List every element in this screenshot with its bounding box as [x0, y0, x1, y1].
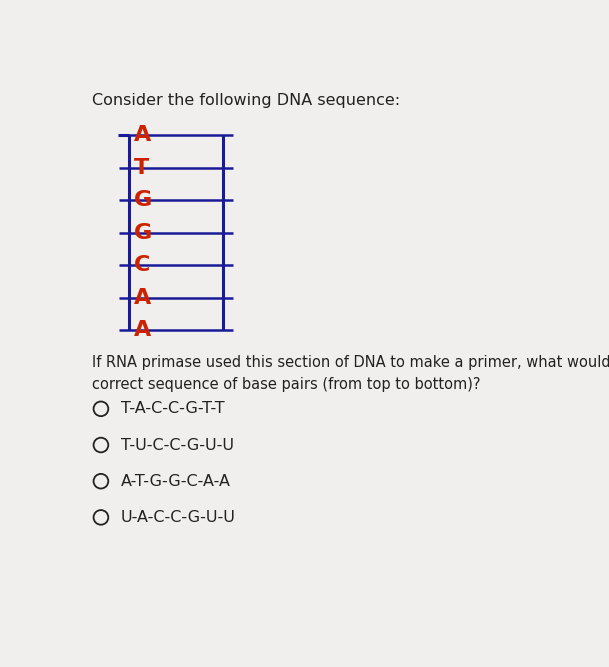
- Text: Consider the following DNA sequence:: Consider the following DNA sequence:: [91, 93, 400, 108]
- Text: T: T: [133, 158, 149, 178]
- Text: U-A-C-C-G-U-U: U-A-C-C-G-U-U: [121, 510, 236, 525]
- Text: A: A: [133, 288, 150, 308]
- Text: C: C: [133, 255, 150, 275]
- Text: G: G: [133, 223, 152, 243]
- Text: A: A: [133, 125, 150, 145]
- Text: If RNA primase used this section of DNA to make a primer, what would be the
corr: If RNA primase used this section of DNA …: [91, 355, 609, 392]
- Text: A: A: [133, 320, 150, 340]
- Text: G: G: [133, 190, 152, 210]
- Text: T-U-C-C-G-U-U: T-U-C-C-G-U-U: [121, 438, 234, 452]
- Text: A-T-G-G-C-A-A: A-T-G-G-C-A-A: [121, 474, 231, 489]
- Text: T-A-C-C-G-T-T: T-A-C-C-G-T-T: [121, 402, 225, 416]
